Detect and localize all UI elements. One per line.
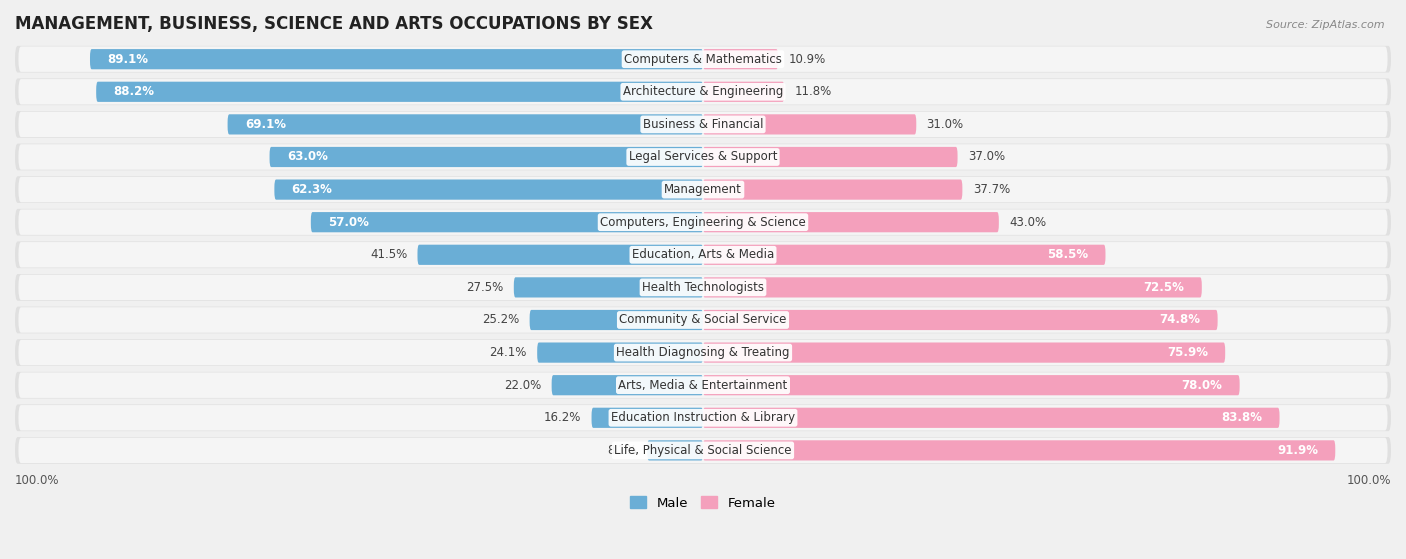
FancyBboxPatch shape — [703, 179, 962, 200]
Text: Business & Financial: Business & Financial — [643, 118, 763, 131]
FancyBboxPatch shape — [18, 177, 1388, 202]
Text: 57.0%: 57.0% — [328, 216, 368, 229]
FancyBboxPatch shape — [703, 49, 778, 69]
Text: Education, Arts & Media: Education, Arts & Media — [631, 248, 775, 261]
Text: Education Instruction & Library: Education Instruction & Library — [612, 411, 794, 424]
Text: 100.0%: 100.0% — [1347, 474, 1391, 487]
FancyBboxPatch shape — [530, 310, 703, 330]
FancyBboxPatch shape — [274, 179, 703, 200]
Text: 74.8%: 74.8% — [1160, 314, 1201, 326]
FancyBboxPatch shape — [15, 111, 1391, 138]
Text: Health Diagnosing & Treating: Health Diagnosing & Treating — [616, 346, 790, 359]
FancyBboxPatch shape — [703, 408, 1279, 428]
Text: Community & Social Service: Community & Social Service — [619, 314, 787, 326]
Text: 11.8%: 11.8% — [794, 86, 832, 98]
FancyBboxPatch shape — [18, 307, 1388, 333]
FancyBboxPatch shape — [18, 242, 1388, 268]
FancyBboxPatch shape — [90, 49, 703, 69]
FancyBboxPatch shape — [15, 274, 1391, 301]
Text: 58.5%: 58.5% — [1047, 248, 1088, 261]
Text: Arts, Media & Entertainment: Arts, Media & Entertainment — [619, 378, 787, 392]
FancyBboxPatch shape — [703, 147, 957, 167]
Text: Management: Management — [664, 183, 742, 196]
FancyBboxPatch shape — [703, 212, 998, 233]
Text: 41.5%: 41.5% — [370, 248, 408, 261]
FancyBboxPatch shape — [15, 46, 1391, 73]
Text: 37.7%: 37.7% — [973, 183, 1010, 196]
Text: 37.0%: 37.0% — [967, 150, 1005, 163]
FancyBboxPatch shape — [537, 343, 703, 363]
Text: Health Technologists: Health Technologists — [643, 281, 763, 294]
Text: 22.0%: 22.0% — [505, 378, 541, 392]
FancyBboxPatch shape — [18, 144, 1388, 170]
Text: 83.8%: 83.8% — [1222, 411, 1263, 424]
FancyBboxPatch shape — [15, 404, 1391, 431]
FancyBboxPatch shape — [18, 372, 1388, 398]
FancyBboxPatch shape — [15, 307, 1391, 333]
FancyBboxPatch shape — [15, 339, 1391, 366]
FancyBboxPatch shape — [647, 440, 703, 461]
FancyBboxPatch shape — [18, 340, 1388, 365]
FancyBboxPatch shape — [18, 112, 1388, 137]
FancyBboxPatch shape — [18, 405, 1388, 430]
Text: 91.9%: 91.9% — [1277, 444, 1317, 457]
Text: 100.0%: 100.0% — [15, 474, 59, 487]
Text: 72.5%: 72.5% — [1143, 281, 1185, 294]
Text: 89.1%: 89.1% — [107, 53, 148, 66]
FancyBboxPatch shape — [418, 245, 703, 265]
FancyBboxPatch shape — [703, 440, 1336, 461]
FancyBboxPatch shape — [15, 176, 1391, 203]
FancyBboxPatch shape — [18, 46, 1388, 72]
Text: 63.0%: 63.0% — [287, 150, 328, 163]
FancyBboxPatch shape — [18, 79, 1388, 105]
FancyBboxPatch shape — [592, 408, 703, 428]
Text: 78.0%: 78.0% — [1181, 378, 1222, 392]
FancyBboxPatch shape — [703, 114, 917, 135]
Text: 27.5%: 27.5% — [467, 281, 503, 294]
Text: Legal Services & Support: Legal Services & Support — [628, 150, 778, 163]
Text: 16.2%: 16.2% — [544, 411, 581, 424]
FancyBboxPatch shape — [703, 82, 785, 102]
FancyBboxPatch shape — [15, 372, 1391, 399]
FancyBboxPatch shape — [96, 82, 703, 102]
Text: 25.2%: 25.2% — [482, 314, 519, 326]
Text: Architecture & Engineering: Architecture & Engineering — [623, 86, 783, 98]
FancyBboxPatch shape — [270, 147, 703, 167]
FancyBboxPatch shape — [703, 245, 1105, 265]
Text: 10.9%: 10.9% — [789, 53, 825, 66]
Text: MANAGEMENT, BUSINESS, SCIENCE AND ARTS OCCUPATIONS BY SEX: MANAGEMENT, BUSINESS, SCIENCE AND ARTS O… — [15, 15, 652, 33]
Text: 24.1%: 24.1% — [489, 346, 527, 359]
FancyBboxPatch shape — [18, 438, 1388, 463]
Text: 75.9%: 75.9% — [1167, 346, 1208, 359]
Text: Life, Physical & Social Science: Life, Physical & Social Science — [614, 444, 792, 457]
FancyBboxPatch shape — [228, 114, 703, 135]
FancyBboxPatch shape — [513, 277, 703, 297]
Legend: Male, Female: Male, Female — [626, 491, 780, 515]
Text: Computers, Engineering & Science: Computers, Engineering & Science — [600, 216, 806, 229]
FancyBboxPatch shape — [15, 209, 1391, 235]
Text: 69.1%: 69.1% — [245, 118, 285, 131]
FancyBboxPatch shape — [311, 212, 703, 233]
FancyBboxPatch shape — [551, 375, 703, 395]
Text: Source: ZipAtlas.com: Source: ZipAtlas.com — [1267, 20, 1385, 30]
FancyBboxPatch shape — [15, 144, 1391, 170]
Text: 88.2%: 88.2% — [114, 86, 155, 98]
FancyBboxPatch shape — [703, 343, 1225, 363]
FancyBboxPatch shape — [18, 274, 1388, 300]
FancyBboxPatch shape — [703, 277, 1202, 297]
Text: 62.3%: 62.3% — [291, 183, 332, 196]
FancyBboxPatch shape — [703, 375, 1240, 395]
FancyBboxPatch shape — [15, 78, 1391, 105]
FancyBboxPatch shape — [703, 310, 1218, 330]
FancyBboxPatch shape — [15, 241, 1391, 268]
Text: 8.1%: 8.1% — [607, 444, 637, 457]
Text: 31.0%: 31.0% — [927, 118, 963, 131]
FancyBboxPatch shape — [15, 437, 1391, 464]
Text: Computers & Mathematics: Computers & Mathematics — [624, 53, 782, 66]
FancyBboxPatch shape — [18, 210, 1388, 235]
Text: 43.0%: 43.0% — [1010, 216, 1046, 229]
